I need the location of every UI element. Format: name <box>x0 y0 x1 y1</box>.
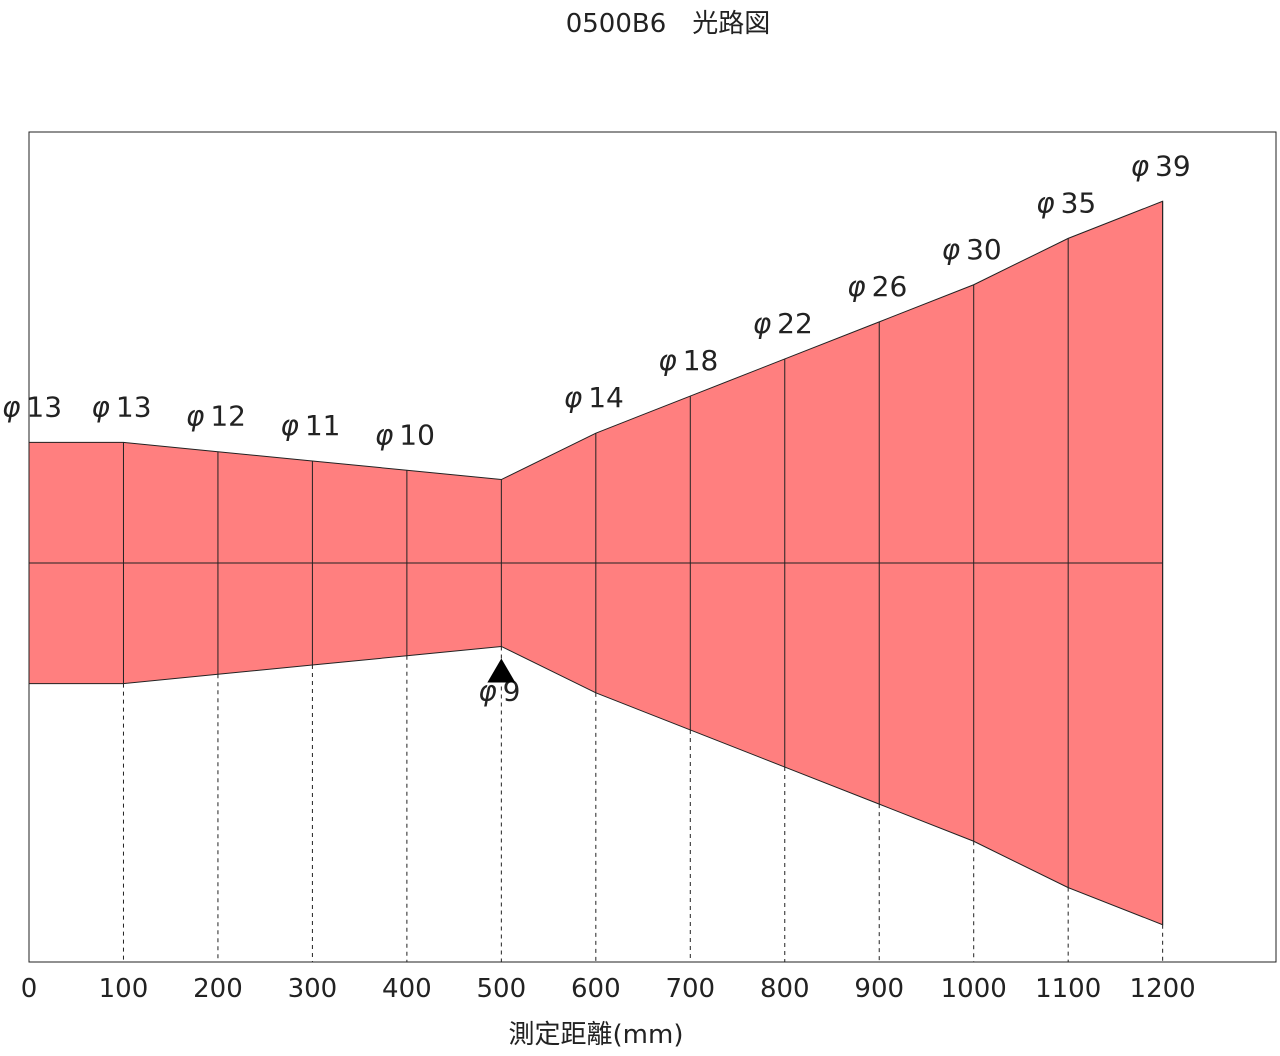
diameter-symbol: φ <box>478 674 497 707</box>
x-tick-label: 200 <box>193 974 243 1004</box>
diameter-label: φ 22 <box>753 307 813 340</box>
x-tick-label: 100 <box>99 974 149 1004</box>
diameter-symbol: φ <box>753 307 772 340</box>
diameter-label: φ 12 <box>186 400 246 433</box>
beam-section-lines <box>29 201 1164 925</box>
diameter-value: 22 <box>777 307 813 340</box>
diameter-label: φ 10 <box>375 418 435 451</box>
diameter-label: φ 11 <box>280 409 340 442</box>
diameter-value: 14 <box>588 381 624 414</box>
x-tick-label: 500 <box>477 974 527 1004</box>
diameter-symbol: φ <box>375 418 394 451</box>
x-tick-label: 400 <box>382 974 432 1004</box>
diameter-label: φ 14 <box>564 381 624 414</box>
focus-marker <box>487 658 516 683</box>
diameter-value: 9 <box>503 674 521 707</box>
diameter-symbol: φ <box>2 390 21 423</box>
diameter-value: 26 <box>872 270 908 303</box>
diameter-symbol: φ <box>280 409 299 442</box>
diameter-symbol: φ <box>847 270 866 303</box>
diameter-value: 13 <box>116 390 152 423</box>
diameter-label: φ 13 <box>2 390 62 423</box>
diameter-symbol: φ <box>1036 186 1055 219</box>
x-tick-label: 600 <box>571 974 621 1004</box>
x-axis-label: 測定距離(mm) <box>509 1020 684 1050</box>
diameter-value: 10 <box>399 418 435 451</box>
chart-title: 0500B6 光路図 <box>566 9 771 39</box>
x-tick-label: 1000 <box>941 974 1007 1004</box>
distance-guide-lines <box>122 646 1164 962</box>
diameter-value: 30 <box>966 233 1002 266</box>
diameter-symbol: φ <box>658 344 677 377</box>
diameter-value: 18 <box>683 344 719 377</box>
diameter-symbol: φ <box>564 381 583 414</box>
diameter-label: φ 26 <box>847 270 907 303</box>
diameter-label: φ 18 <box>658 344 718 377</box>
x-tick-label: 800 <box>760 974 810 1004</box>
diameter-value: 39 <box>1155 149 1191 182</box>
diameter-label: φ 39 <box>1131 149 1191 182</box>
x-tick-label: 0 <box>21 974 38 1004</box>
diameter-label: φ 35 <box>1036 186 1096 219</box>
x-tick-label: 900 <box>854 974 904 1004</box>
diameter-label: φ 30 <box>942 233 1002 266</box>
diameter-value: 13 <box>26 390 62 423</box>
x-tick-label: 700 <box>665 974 715 1004</box>
diameter-symbol: φ <box>942 233 961 266</box>
x-tick-label: 1100 <box>1035 974 1101 1004</box>
x-tick-label: 300 <box>288 974 338 1004</box>
focus-triangle-icon <box>487 658 516 683</box>
diameter-label: φ 13 <box>91 390 151 423</box>
x-axis-ticks: 0 100 200 300 400 500 600 700 800 900 1000 1100 1200 <box>21 974 1196 1004</box>
diameter-symbol: φ <box>186 400 205 433</box>
diameter-symbol: φ <box>1131 149 1150 182</box>
diameter-symbol: φ <box>91 390 110 423</box>
x-tick-label: 1200 <box>1130 974 1196 1004</box>
diameter-labels: φ 13 φ 13 φ 12 φ 11 φ 10φ 9φ 14φ 18φ 22φ 26φ 30φ 35φ 39 <box>2 149 1191 707</box>
diameter-value: 35 <box>1061 186 1097 219</box>
diameter-value: 11 <box>305 409 341 442</box>
diameter-value: 12 <box>210 400 246 433</box>
